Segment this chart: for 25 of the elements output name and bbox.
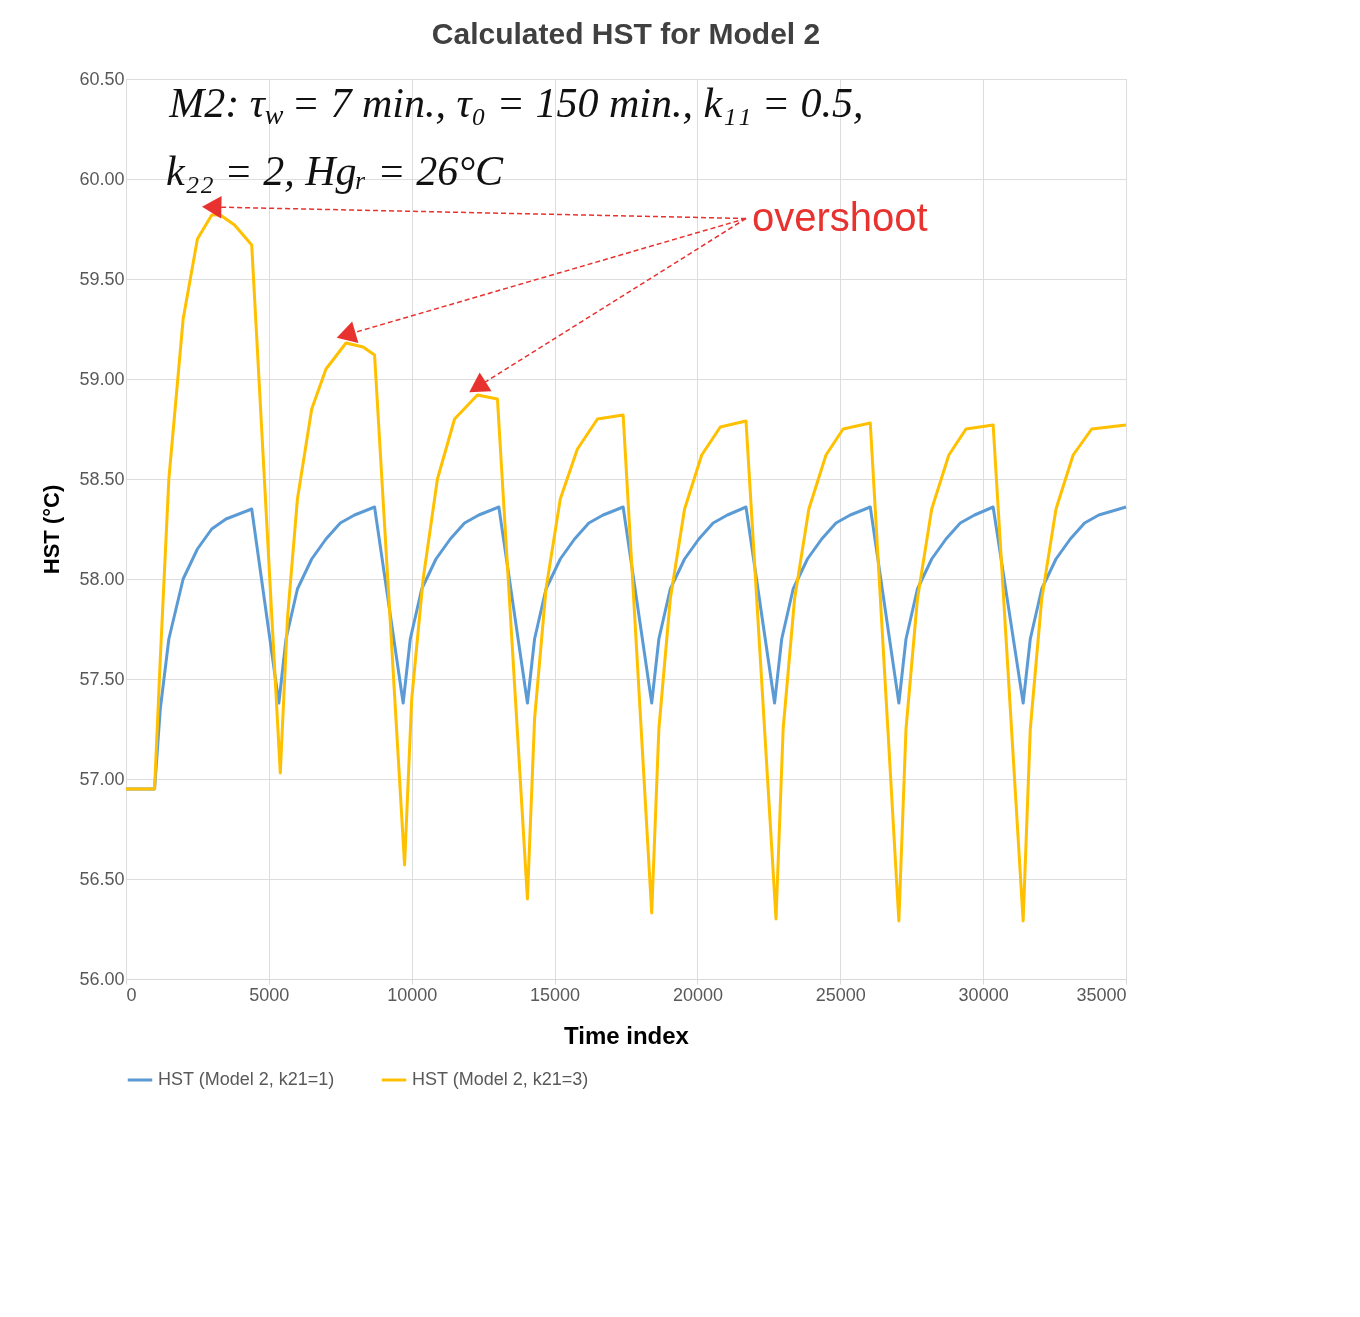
y-axis-title: HST (°C) [39,484,65,575]
x-tick-label: 25000 [815,984,866,1005]
y-tick-label: 56.00 [79,968,125,989]
x-tick-label: 20000 [672,984,723,1005]
x-tick-label: 0 [126,984,137,1005]
x-axis-title: Time index [564,1021,690,1049]
y-tick-label: 60.50 [79,68,125,89]
y-tick-label: 57.00 [79,768,125,789]
x-tick-label: 5000 [249,984,290,1005]
x-tick-label: 15000 [530,984,581,1005]
y-tick-label: 59.00 [79,368,125,389]
x-tick-label: 10000 [387,984,438,1005]
y-tick-label: 58.00 [79,568,125,589]
chart-title: Calculated HST for Model 2 [431,17,821,50]
y-tick-label: 58.50 [79,468,125,489]
x-tick-label: 35000 [1076,984,1127,1005]
legend-label: HST (Model 2, k21=1) [158,1069,335,1089]
annotation: k₂₂ = 2, Hgᵣ = 26°C [166,148,504,194]
legend-label: HST (Model 2, k21=3) [412,1069,589,1089]
y-tick-label: 60.00 [79,168,125,189]
annotation: overshoot [752,194,928,239]
x-tick-label: 30000 [958,984,1009,1005]
y-tick-label: 56.50 [79,868,125,889]
y-tick-label: 57.50 [79,668,125,689]
y-tick-label: 59.50 [79,268,125,289]
